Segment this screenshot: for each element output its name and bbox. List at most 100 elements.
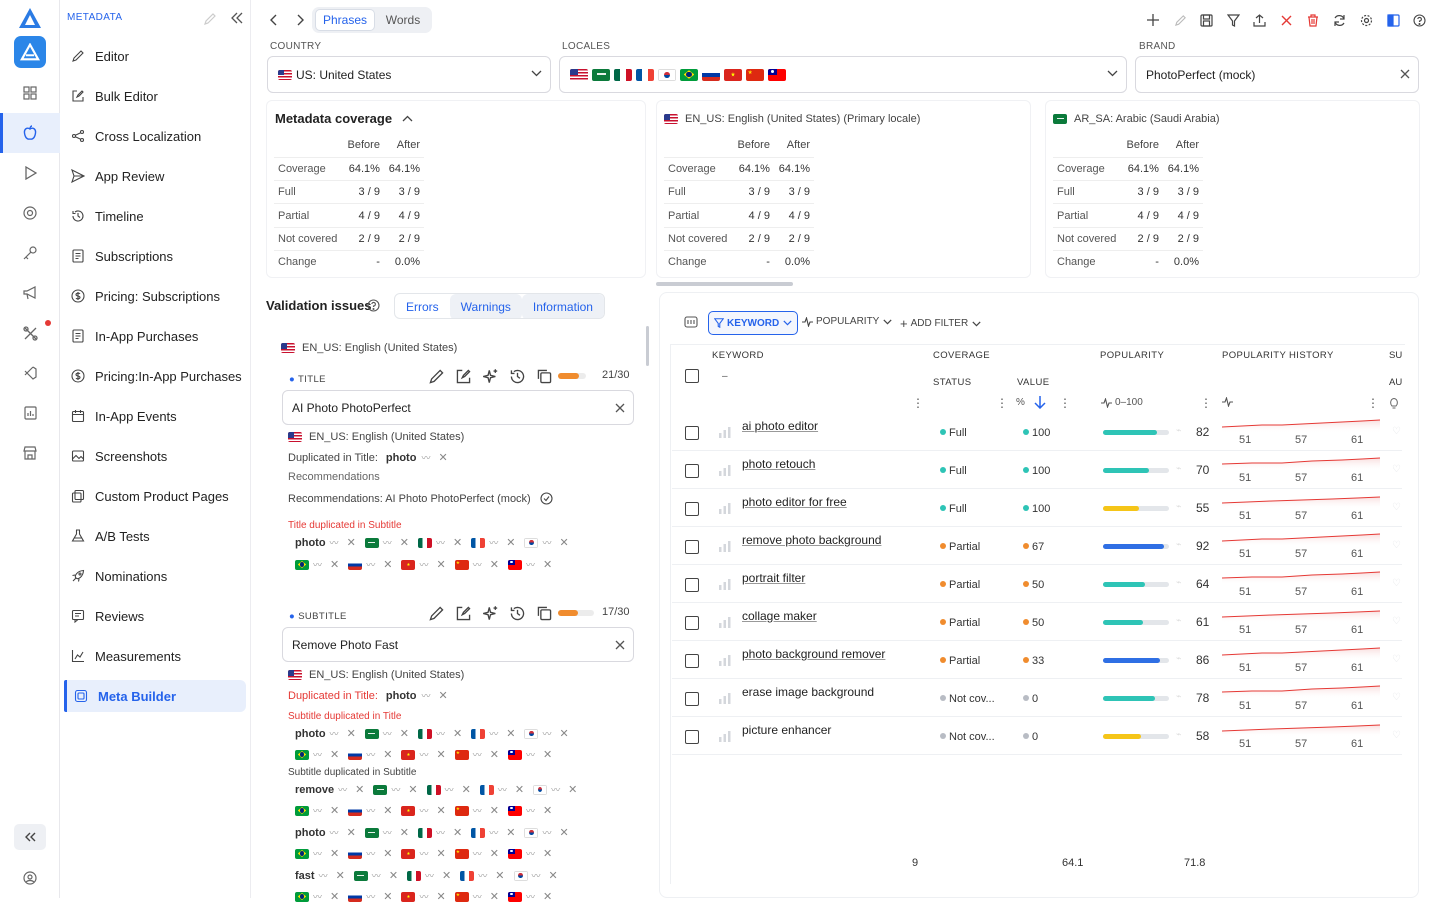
remove-icon[interactable]: ✕ (383, 891, 393, 903)
remove-icon[interactable]: ✕ (383, 559, 393, 571)
row-checkbox[interactable] (685, 654, 699, 668)
tools-icon[interactable] (18, 321, 42, 345)
remove-icon[interactable]: ✕ (330, 559, 340, 571)
table-row[interactable]: remove photo background Partial 67 ⌁ 92 51 57 6… (672, 527, 1402, 565)
back-arrow-icon[interactable] (264, 10, 284, 30)
sidebar-item-editor[interactable]: Editor (64, 40, 246, 72)
table-row[interactable]: collage maker Partial 50 ⌁ 61 51 57 61 ♡ (672, 603, 1402, 641)
remove-icon[interactable]: ✕ (436, 805, 446, 817)
column-menu-icon[interactable]: ⋮ (912, 396, 924, 410)
remove-icon[interactable]: ✕ (438, 452, 448, 464)
chevron-up-icon[interactable] (402, 115, 413, 122)
history-icon[interactable] (509, 605, 526, 622)
remove-icon[interactable]: ✕ (559, 537, 569, 549)
remove-icon[interactable]: ✕ (330, 749, 340, 761)
filter-icon[interactable] (1223, 10, 1243, 30)
edit-box-icon[interactable] (455, 605, 472, 622)
row-checkbox[interactable] (685, 502, 699, 516)
remove-icon[interactable]: ✕ (436, 559, 446, 571)
sidebar-item-reviews[interactable]: Reviews (64, 600, 246, 632)
remove-icon[interactable]: ✕ (436, 891, 446, 903)
remove-icon[interactable]: ✕ (542, 805, 553, 817)
table-row[interactable]: photo background remover Partial 33 ⌁ 86 51 57… (672, 641, 1402, 679)
sidebar-item-meta-builder[interactable]: Meta Builder (64, 680, 246, 712)
keyword-filter-chip[interactable]: KEYWORD (708, 311, 799, 335)
sparkle-icon[interactable] (482, 605, 499, 622)
remove-icon[interactable]: ✕ (330, 848, 340, 860)
table-row[interactable]: erase image background Not cov... 0 ⌁ 78 51 57… (672, 679, 1402, 717)
sidebar-item-subscriptions[interactable]: Subscriptions (64, 240, 246, 272)
add-filter-button[interactable]: + ADD FILTER (900, 316, 981, 331)
remove-icon[interactable]: ✕ (559, 827, 569, 839)
table-row[interactable]: portrait filter Partial 50 ⌁ 64 51 57 61 ♡ (672, 565, 1402, 603)
dashboard-icon[interactable] (18, 81, 42, 105)
forward-arrow-icon[interactable] (290, 10, 310, 30)
tab-errors[interactable]: Errors (406, 300, 439, 314)
remove-icon[interactable]: ✕ (346, 728, 356, 740)
row-checkbox[interactable] (685, 464, 699, 478)
collapse-rail-icon[interactable] (14, 824, 46, 850)
key-icon[interactable] (18, 241, 42, 265)
refresh-icon[interactable] (1329, 10, 1349, 30)
close-red-icon[interactable] (1276, 10, 1296, 30)
remove-icon[interactable]: ✕ (542, 559, 553, 571)
keyword-text[interactable]: picture enhancer (742, 723, 832, 737)
play-icon[interactable] (18, 161, 42, 185)
remove-icon[interactable]: ✕ (548, 870, 558, 882)
remove-icon[interactable]: ✕ (542, 891, 553, 903)
target-icon[interactable] (18, 201, 42, 225)
table-settings-icon[interactable] (684, 316, 698, 328)
keyword-text[interactable]: collage maker (742, 609, 817, 623)
table-row[interactable]: photo retouch Full 100 ⌁ 70 51 57 61 ♡ (672, 451, 1402, 489)
remove-icon[interactable]: ✕ (542, 848, 553, 860)
history-icon[interactable] (509, 368, 526, 385)
remove-icon[interactable]: ✕ (489, 749, 499, 761)
keyword-text[interactable]: erase image background (742, 685, 875, 699)
remove-icon[interactable]: ✕ (408, 784, 418, 796)
select-all-checkbox[interactable] (685, 369, 699, 383)
check-circle-icon[interactable] (540, 492, 553, 505)
popularity-filter[interactable]: POPULARITY (802, 316, 892, 327)
sidebar-item-pricing-subscriptions[interactable]: Pricing: Subscriptions (64, 280, 246, 312)
sort-desc-icon[interactable] (1034, 395, 1046, 409)
app-logo-icon[interactable] (18, 6, 42, 30)
edit-box-icon[interactable] (455, 368, 472, 385)
remove-icon[interactable]: ✕ (489, 559, 499, 571)
column-menu-icon[interactable]: ⋮ (996, 396, 1008, 410)
panel-icon[interactable] (1383, 10, 1403, 30)
title-input[interactable]: AI Photo PhotoPerfect (282, 390, 634, 425)
cards-scrollbar[interactable] (656, 282, 793, 286)
edit-icon[interactable] (1170, 10, 1190, 30)
store-icon[interactable] (18, 441, 42, 465)
remove-icon[interactable]: ✕ (506, 728, 516, 740)
table-row[interactable]: ai photo editor Full 100 ⌁ 82 51 57 61 ♡ (672, 413, 1402, 451)
sidebar-item-nominations[interactable]: Nominations (64, 560, 246, 592)
sidebar-item-pricing-in-app-purchases[interactable]: Pricing:In-App Purchases (64, 360, 246, 392)
remove-icon[interactable]: ✕ (489, 848, 499, 860)
remove-icon[interactable]: ✕ (453, 537, 463, 549)
keyword-text[interactable]: remove photo background (742, 533, 882, 547)
remove-icon[interactable]: ✕ (346, 537, 356, 549)
clear-icon[interactable] (1400, 69, 1410, 79)
remove-icon[interactable]: ✕ (436, 848, 446, 860)
remove-icon[interactable]: ✕ (355, 784, 365, 796)
remove-icon[interactable]: ✕ (335, 870, 345, 882)
remove-icon[interactable]: ✕ (399, 537, 410, 549)
apple-icon[interactable] (18, 121, 42, 145)
row-checkbox[interactable] (685, 426, 699, 440)
remove-icon[interactable]: ✕ (489, 805, 499, 817)
brand-input[interactable]: PhotoPerfect (mock) (1135, 56, 1419, 93)
remove-icon[interactable]: ✕ (442, 870, 452, 882)
row-checkbox[interactable] (685, 616, 699, 630)
pencil-icon[interactable] (428, 605, 445, 622)
collapse-sidebar-icon[interactable] (230, 12, 244, 24)
remove-icon[interactable]: ✕ (436, 749, 446, 761)
report-icon[interactable] (18, 401, 42, 425)
tab-warnings[interactable]: Warnings (449, 294, 522, 318)
sidebar-item-a-b-tests[interactable]: A/B Tests (64, 520, 246, 552)
sidebar-item-app-review[interactable]: App Review (64, 160, 246, 192)
clear-icon[interactable] (615, 403, 625, 413)
remove-icon[interactable]: ✕ (506, 537, 516, 549)
column-menu-icon[interactable]: ⋮ (1367, 396, 1379, 410)
sidebar-item-custom-product-pages[interactable]: Custom Product Pages (64, 480, 246, 512)
